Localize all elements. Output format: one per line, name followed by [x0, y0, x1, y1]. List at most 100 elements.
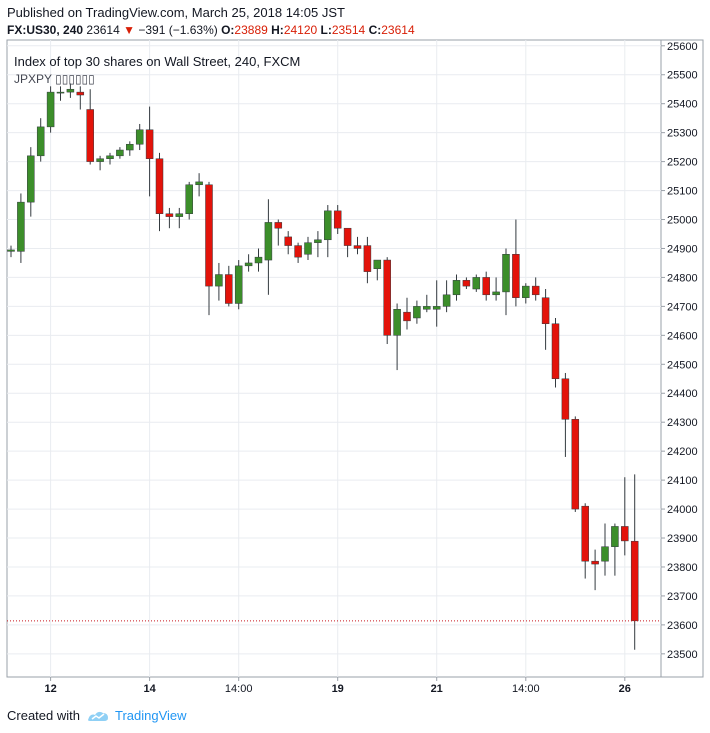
- time-tick-label: 21: [431, 683, 443, 695]
- price-tick-label: 24400: [667, 388, 698, 400]
- candle-down: [155, 158, 164, 214]
- candle-up: [96, 158, 104, 162]
- candle-up: [492, 291, 500, 296]
- candle-up: [27, 155, 35, 203]
- candle-down: [294, 245, 302, 258]
- candle-up: [472, 277, 481, 290]
- open-label: O:: [221, 23, 235, 37]
- candle-down: [343, 227, 352, 246]
- candle-down: [403, 311, 411, 322]
- time-tick-label: 12: [44, 683, 56, 695]
- candle-down: [561, 378, 570, 420]
- candle-up: [244, 262, 253, 267]
- candle-up: [66, 88, 75, 93]
- price-tick-label: 23900: [667, 533, 698, 545]
- candles: [7, 83, 639, 650]
- price-tick-label: 23700: [667, 591, 698, 603]
- price-tick-label: 23800: [667, 562, 698, 574]
- price-tick-label: 23500: [667, 649, 698, 661]
- candle-up: [324, 210, 332, 241]
- price-tick-label: 25300: [667, 128, 698, 140]
- candle-up: [215, 274, 223, 287]
- candle-down: [383, 259, 391, 336]
- tradingview-brand: TradingView: [114, 708, 187, 723]
- price-axis[interactable]: 23500 23600 23700 23800 23900 24000 24100 24200…: [661, 41, 698, 661]
- candle-up: [106, 155, 114, 159]
- candle-up: [393, 309, 401, 336]
- candle-up: [195, 181, 203, 186]
- candle-up: [264, 222, 273, 261]
- candle-down: [353, 245, 362, 249]
- candle-up: [17, 201, 25, 252]
- price-tick-label: 25600: [667, 41, 698, 53]
- low-label: L:: [320, 23, 332, 37]
- down-arrow-icon: ▼: [123, 23, 135, 37]
- time-tick-label: 14: [143, 683, 156, 695]
- candle-up: [611, 526, 619, 547]
- candle-up: [7, 249, 15, 252]
- time-tick-label: 26: [619, 683, 631, 695]
- candle-up: [56, 91, 65, 94]
- price-tick-label: 25100: [667, 186, 698, 198]
- candle-up: [126, 143, 134, 151]
- high-value: 24120: [283, 23, 318, 37]
- candle-up: [373, 259, 382, 269]
- price-tick-label: 24700: [667, 301, 698, 313]
- price-tick-label: 23600: [667, 620, 698, 632]
- candle-down: [205, 184, 213, 287]
- created-with-label: Created with: [7, 708, 80, 723]
- candle-down: [274, 222, 283, 229]
- candle-down: [76, 91, 85, 96]
- symbol-ohlc-bar: FX:US30, 240 23614 ▼ −391 (−1.63%) O:238…: [7, 23, 415, 37]
- candle-down: [551, 323, 560, 380]
- grid: [7, 40, 661, 677]
- tradingview-logo-icon: [87, 711, 108, 721]
- footer: Created with TradingView: [7, 708, 187, 723]
- time-tick-label: 14:00: [225, 683, 253, 695]
- candle-down: [333, 210, 342, 229]
- candle-down: [630, 540, 639, 622]
- price-tick-label: 25400: [667, 99, 698, 111]
- high-label: H:: [271, 23, 284, 37]
- candle-up: [442, 294, 451, 307]
- candle-down: [591, 560, 599, 565]
- candle-down: [86, 109, 94, 162]
- candle-up: [314, 239, 322, 243]
- candle-up: [304, 242, 312, 255]
- candle-down: [284, 236, 292, 246]
- candle-down: [581, 505, 589, 562]
- price-tick-label: 24600: [667, 330, 698, 342]
- price-tick-label: 24100: [667, 475, 698, 487]
- price-tick-label: 24000: [667, 504, 698, 516]
- symbol-label: FX:US30, 240: [7, 23, 84, 37]
- price-tick-label: 24900: [667, 243, 698, 255]
- candle-down: [512, 254, 520, 298]
- candle-down: [571, 419, 580, 510]
- close-value: 23614: [381, 23, 415, 37]
- candle-up: [254, 256, 263, 264]
- published-caption: Published on TradingView.com, March 25, …: [7, 5, 345, 20]
- candle-up: [185, 184, 193, 214]
- time-tick-label: 19: [332, 683, 344, 695]
- chart-subtitle: JPXPY ▯▯▯▯▯▯: [14, 72, 95, 86]
- time-axis[interactable]: 12 14 14:00 19 21 14:00 26: [44, 677, 631, 695]
- candle-up: [46, 91, 55, 128]
- candle-down: [621, 526, 629, 542]
- chart-title: Index of top 30 shares on Wall Street, 2…: [14, 54, 300, 69]
- price-tick-label: 24800: [667, 272, 698, 284]
- candle-up: [432, 306, 441, 310]
- price-tick-label: 25500: [667, 70, 698, 82]
- candle-down: [363, 245, 372, 272]
- price-tick-label: 25200: [667, 157, 698, 169]
- candle-up: [502, 254, 510, 293]
- price-tick-label: 24300: [667, 417, 698, 429]
- price-change: −391 (−1.63%): [138, 23, 218, 37]
- candle-down: [462, 280, 471, 287]
- tradingview-link[interactable]: TradingView: [86, 708, 187, 723]
- candle-up: [175, 213, 184, 217]
- candle-down: [225, 274, 233, 304]
- open-value: 23889: [234, 23, 268, 37]
- candle-down: [165, 213, 174, 217]
- close-label: C:: [368, 23, 382, 37]
